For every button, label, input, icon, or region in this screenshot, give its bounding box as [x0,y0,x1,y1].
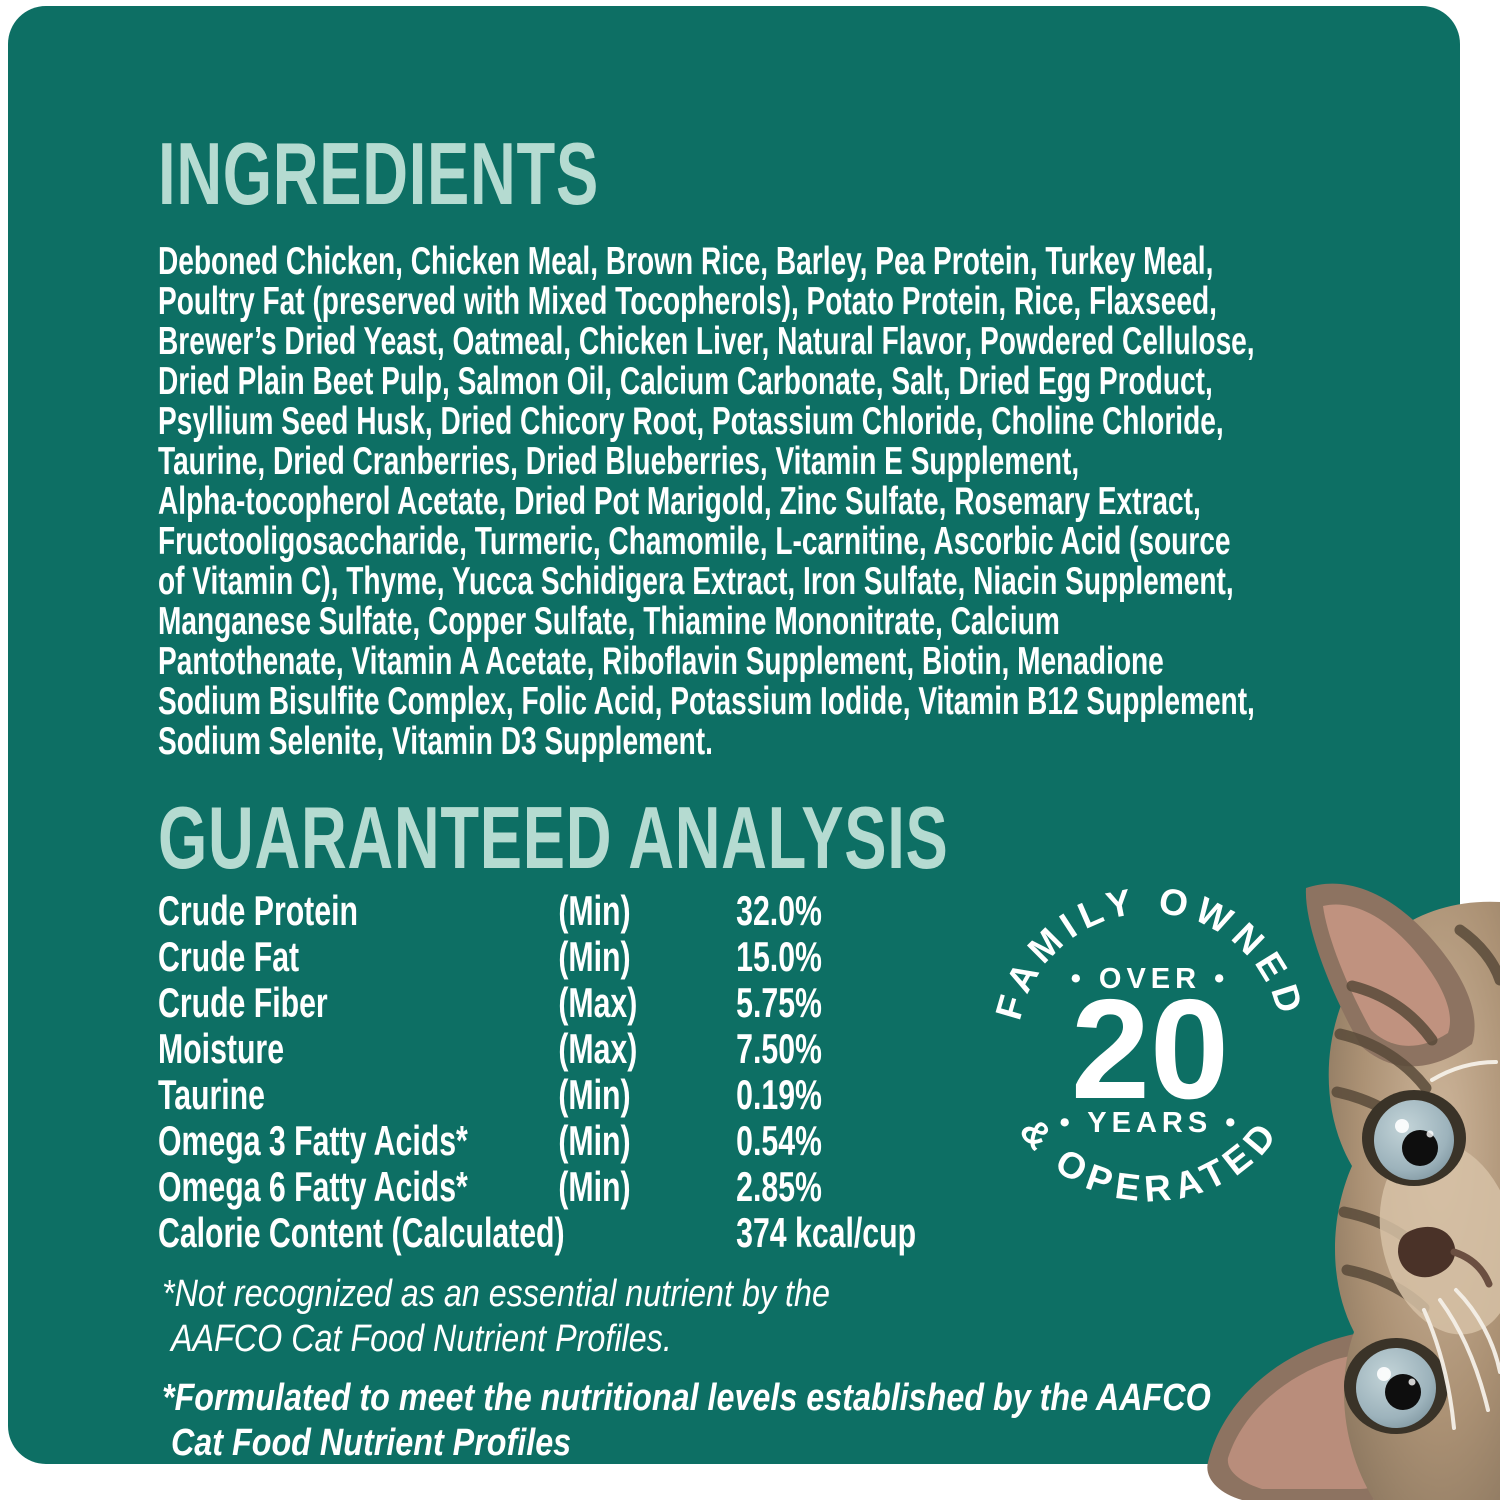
cat-nose [1398,1226,1456,1278]
footnote-aafco-formulated: *Formulated to meet the nutritional leve… [162,1377,1211,1464]
guaranteed-analysis-table: Crude Protein (Min) 32.0% Crude Fat (Min… [158,888,1058,1256]
cat-mouth [1450,1248,1493,1288]
analysis-value: 374 kcal/cup [736,1209,917,1256]
analysis-value: 0.54% [736,1117,822,1164]
guaranteed-analysis-heading: GUARANTEED ANALYSIS [158,788,949,887]
analysis-row: Taurine (Min) 0.19% [158,1072,1058,1118]
analysis-value: 15.0% [736,933,822,980]
analysis-qualifier: (Max) [558,1025,638,1072]
analysis-nutrient: Omega 6 Fatty Acids* [158,1163,468,1210]
cat-whiskers [1422,1060,1500,1430]
analysis-qualifier: (Min) [558,887,631,934]
label-panel [8,6,1460,1464]
badge-years-text: • YEARS • [1060,1107,1241,1139]
analysis-nutrient: Crude Protein [158,887,358,934]
badge-over-text: • OVER • [1071,963,1230,995]
analysis-qualifier: (Min) [558,933,631,980]
badge-20-years-number: 20 [1071,970,1229,1129]
analysis-qualifier: (Min) [558,1163,631,1210]
analysis-nutrient: Taurine [158,1071,265,1118]
analysis-value: 32.0% [736,887,822,934]
analysis-row: Omega 6 Fatty Acids* (Min) 2.85% [158,1164,1058,1210]
analysis-nutrient: Crude Fiber [158,979,328,1026]
analysis-row: Omega 3 Fatty Acids* (Min) 0.54% [158,1118,1058,1164]
cat-lower-eye [1344,1338,1448,1434]
analysis-row: Crude Protein (Min) 32.0% [158,888,1058,934]
ingredients-text: Deboned Chicken, Chicken Meal, Brown Ric… [158,240,1255,763]
analysis-qualifier: (Min) [558,1117,631,1164]
cat-photo [1207,883,1500,1500]
cat-upper-eye [1362,1090,1466,1186]
analysis-qualifier: (Max) [558,979,638,1026]
family-owned-badge: FAMILY OWNED & OPERATED • OVER • 20 • YE… [988,880,1306,1210]
analysis-nutrient: Crude Fat [158,933,300,980]
analysis-nutrient: Moisture [158,1025,285,1072]
analysis-value: 5.75% [736,979,822,1026]
analysis-row: Moisture (Max) 7.50% [158,1026,1058,1072]
analysis-value: 0.19% [736,1071,822,1118]
analysis-qualifier: (Min) [558,1071,631,1118]
analysis-row: Calorie Content (Calculated) 374 kcal/cu… [158,1210,1058,1256]
analysis-nutrient: Omega 3 Fatty Acids* [158,1117,468,1164]
analysis-row: Crude Fat (Min) 15.0% [158,934,1058,980]
cat-top-ear-inner [1323,904,1450,1046]
analysis-row: Crude Fiber (Max) 5.75% [158,980,1058,1026]
footnote-essential-nutrient: *Not recognized as an essential nutrient… [162,1273,830,1360]
analysis-value: 2.85% [736,1163,822,1210]
analysis-qualifier [558,1210,736,1256]
ingredients-heading: INGREDIENTS [158,124,599,223]
analysis-nutrient: Calorie Content (Calculated) [158,1209,565,1256]
analysis-value: 7.50% [736,1025,822,1072]
